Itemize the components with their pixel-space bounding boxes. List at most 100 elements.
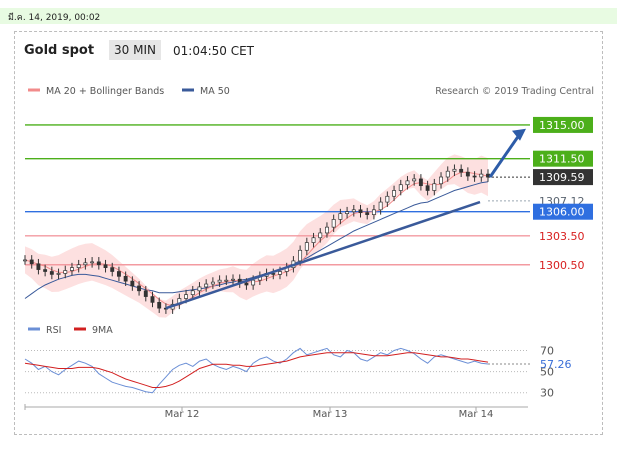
candle-body — [251, 279, 256, 286]
candle-body — [418, 178, 423, 187]
candle-body — [137, 285, 142, 292]
forecast-arrow-head — [512, 128, 526, 141]
price-level-label: 1311.50 — [533, 150, 593, 167]
rsi-level-label: 50 — [540, 366, 554, 379]
candle-body — [398, 184, 403, 191]
x-tick-label: Mar 13 — [313, 409, 348, 420]
header-time: 01:04:50 CET — [173, 44, 254, 58]
candle-body — [425, 185, 430, 191]
candle-body — [405, 180, 410, 186]
candle-body — [304, 242, 309, 251]
candle-body — [486, 173, 490, 178]
candle-body — [325, 226, 329, 234]
candle-body — [298, 249, 303, 262]
candle-body — [452, 168, 457, 172]
ma20-line — [24, 171, 489, 307]
candle-body — [465, 171, 470, 177]
candle-body — [244, 282, 249, 286]
candle-body — [150, 296, 155, 303]
candle-body — [459, 168, 464, 173]
candle-body — [311, 237, 316, 243]
candle-body — [358, 209, 363, 214]
candle-body — [392, 190, 397, 197]
legend-label-ma50: MA 50 — [200, 86, 230, 97]
price-level-value: 1300.50 — [539, 259, 585, 272]
price-level-value: 1315.00 — [539, 119, 585, 132]
price-level-label-bg — [533, 169, 593, 186]
legend-label-ma20: MA 20 + Bollinger Bands — [46, 86, 164, 97]
candle-body — [70, 267, 74, 271]
candle-body — [116, 271, 121, 277]
candle-body — [479, 173, 484, 178]
legend-label-9ma: 9MA — [92, 325, 113, 336]
candle-body — [351, 209, 356, 213]
price-level-label-bg — [533, 256, 593, 273]
price-level-value: 1303.50 — [539, 230, 585, 243]
candle-body — [472, 175, 477, 178]
candle-body — [271, 273, 276, 275]
candle-body — [345, 211, 350, 214]
candle-body — [43, 269, 48, 272]
price-level-label-bg — [533, 150, 593, 167]
instrument-title: Gold spot — [24, 43, 95, 58]
price-level-value: 1311.50 — [539, 153, 585, 166]
legend-label-rsi: RSI — [46, 325, 61, 336]
candle-body — [143, 290, 148, 297]
candle-body — [123, 275, 128, 282]
price-level-label: 1306.00 — [533, 203, 593, 220]
candle-body — [278, 271, 282, 275]
price-level-value: 1306.00 — [539, 206, 585, 219]
candle-body — [130, 280, 135, 287]
candle-body — [210, 281, 215, 285]
candle-body — [110, 267, 115, 272]
candle-body — [29, 259, 34, 265]
rsi-line — [24, 347, 489, 394]
candle-body — [378, 201, 383, 211]
candle-body — [83, 262, 88, 266]
x-tick-label: Mar 14 — [459, 409, 494, 420]
candle-body — [432, 183, 437, 191]
date-bar: มี.ค. 14, 2019, 00:02 — [0, 8, 617, 24]
candle-body — [36, 263, 41, 270]
credit-text: Research © 2019 Trading Central — [435, 86, 594, 97]
price-level-label: 1300.50 — [533, 256, 593, 273]
timeframe-badge[interactable]: 30 MIN — [109, 40, 161, 60]
price-level-label-bg — [533, 116, 593, 133]
candle-body — [76, 264, 81, 268]
bollinger-band — [25, 154, 488, 318]
price-level-label: 1315.00 — [533, 116, 593, 133]
candle-body — [197, 286, 202, 292]
rsi-level-label: 30 — [540, 387, 554, 400]
candle-body — [331, 219, 336, 228]
price-level-label: 1309.59 — [533, 169, 593, 186]
date-label: มี.ค. 14, 2019, 00:02 — [8, 13, 101, 23]
candle-body — [23, 259, 27, 262]
x-tick-label: Mar 12 — [165, 409, 200, 420]
candle-body — [338, 213, 343, 220]
candle-body — [224, 279, 229, 282]
candle-body — [365, 212, 370, 215]
chart-panel — [14, 31, 603, 435]
rsi-current-value: 57.26 — [540, 358, 572, 371]
candle-body — [96, 261, 101, 266]
candle-body — [445, 170, 450, 178]
candle-body — [412, 178, 417, 182]
candle-body — [439, 176, 443, 185]
candle-body — [217, 279, 222, 283]
candle-body — [49, 271, 54, 275]
candle-body — [204, 283, 209, 288]
candle-body — [190, 290, 195, 295]
candle-body — [103, 264, 108, 268]
candle-body — [157, 302, 162, 309]
candle-body — [318, 232, 323, 239]
forecast-arrow-shaft — [488, 132, 522, 178]
support-trendline — [165, 200, 481, 310]
rsi-9ma-line — [24, 352, 489, 388]
price-level-label-bg — [533, 227, 593, 244]
price-level-label-bg — [533, 203, 593, 220]
price-level-label: 1303.50 — [533, 227, 593, 244]
candle-body — [56, 273, 61, 275]
candle-body — [231, 278, 235, 281]
candle-body — [90, 261, 95, 264]
